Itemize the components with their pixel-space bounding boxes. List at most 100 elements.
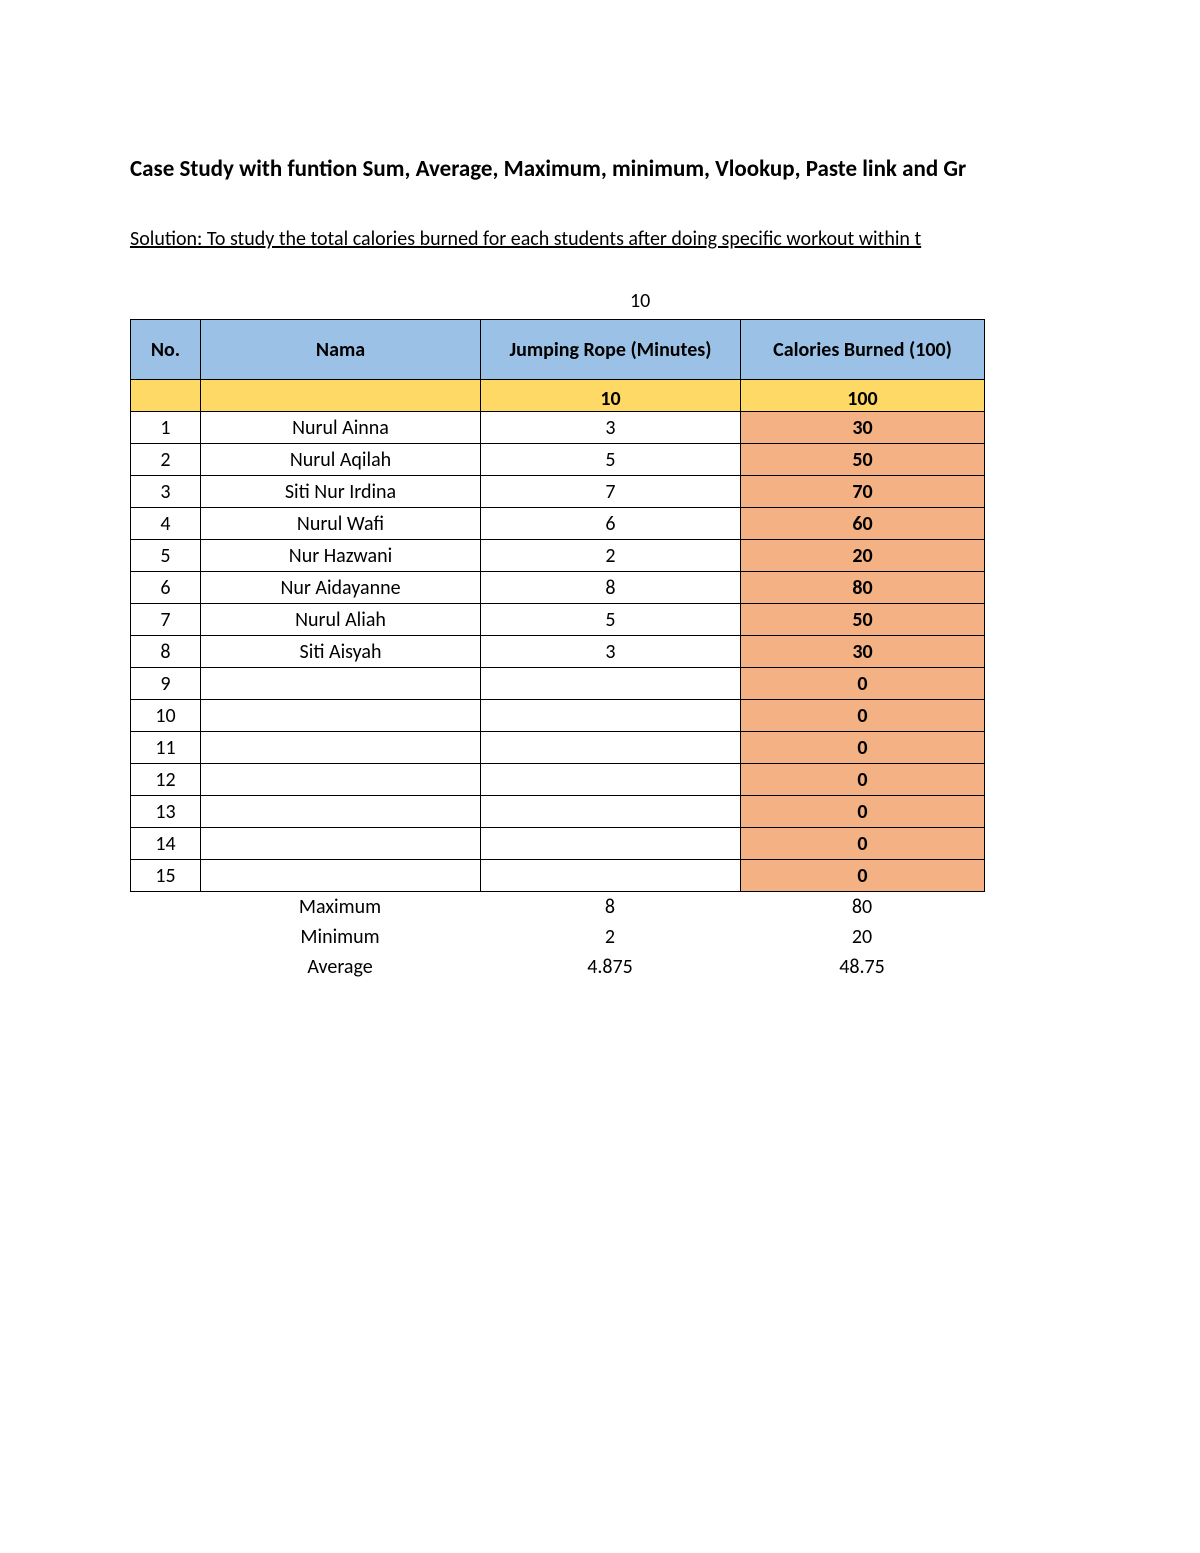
subhead-no [131, 380, 201, 412]
cell-nama [201, 732, 481, 764]
table-row: 5Nur Hazwani220 [131, 540, 985, 572]
table-row: 4Nurul Wafi660 [131, 508, 985, 540]
cell-mins [481, 732, 741, 764]
cell-nama [201, 668, 481, 700]
cell-cal: 20 [741, 540, 985, 572]
cell-no: 10 [131, 700, 201, 732]
stat-cal-min: 20 [740, 922, 984, 952]
stat-row-min: Minimum 2 20 [130, 922, 984, 952]
cell-nama [201, 764, 481, 796]
cell-no: 9 [131, 668, 201, 700]
stat-label-min: Minimum [200, 922, 480, 952]
subheader-row: 10 100 [131, 380, 985, 412]
cell-no: 15 [131, 860, 201, 892]
cell-cal: 0 [741, 764, 985, 796]
cell-mins: 5 [481, 444, 741, 476]
table-row: 90 [131, 668, 985, 700]
cell-mins [481, 764, 741, 796]
header-mins: Jumping Rope (Minutes) [481, 320, 741, 380]
cell-cal: 0 [741, 860, 985, 892]
cell-cal: 50 [741, 604, 985, 636]
table-row: 12 0 [131, 764, 985, 796]
cell-mins [481, 668, 741, 700]
stat-label-avg: Average [200, 952, 480, 982]
cell-nama: Nurul Aliah [201, 604, 481, 636]
stats-table: Maximum 8 80 Minimum 2 20 Average 4.875 … [130, 892, 984, 982]
stat-label-max: Maximum [200, 892, 480, 922]
cell-nama: Siti Nur Irdina [201, 476, 481, 508]
cell-mins: 8 [481, 572, 741, 604]
cell-cal: 0 [741, 828, 985, 860]
cell-no: 1 [131, 412, 201, 444]
table-row: 14 0 [131, 828, 985, 860]
header-row: No. Nama Jumping Rope (Minutes) Calories… [131, 320, 985, 380]
cell-nama: Siti Aisyah [201, 636, 481, 668]
cell-mins [481, 700, 741, 732]
cell-nama [201, 860, 481, 892]
cell-no: 7 [131, 604, 201, 636]
table-row: 7Nurul Aliah550 [131, 604, 985, 636]
cell-cal: 50 [741, 444, 985, 476]
table-row: 10 0 [131, 700, 985, 732]
cell-cal: 0 [741, 796, 985, 828]
stat-mins-min: 2 [480, 922, 740, 952]
cell-mins [481, 860, 741, 892]
cell-no: 11 [131, 732, 201, 764]
cell-no: 8 [131, 636, 201, 668]
cell-no: 3 [131, 476, 201, 508]
cell-no: 12 [131, 764, 201, 796]
cell-cal: 0 [741, 668, 985, 700]
cell-mins: 6 [481, 508, 741, 540]
cell-no: 13 [131, 796, 201, 828]
table-row: 1Nurul Ainna330 [131, 412, 985, 444]
cell-no: 5 [131, 540, 201, 572]
stat-cal-max: 80 [740, 892, 984, 922]
table-row: 2Nurul Aqilah550 [131, 444, 985, 476]
cell-nama [201, 700, 481, 732]
cell-nama: Nur Hazwani [201, 540, 481, 572]
cell-nama [201, 828, 481, 860]
cell-no: 4 [131, 508, 201, 540]
cell-mins [481, 796, 741, 828]
cell-cal: 80 [741, 572, 985, 604]
cell-mins: 7 [481, 476, 741, 508]
cell-no: 2 [131, 444, 201, 476]
cell-mins: 3 [481, 412, 741, 444]
subhead-mins: 10 [481, 380, 741, 412]
cell-cal: 30 [741, 636, 985, 668]
cell-nama: Nur Aidayanne [201, 572, 481, 604]
subhead-nama [201, 380, 481, 412]
table-row: 6Nur Aidayanne880 [131, 572, 985, 604]
data-table: No. Nama Jumping Rope (Minutes) Calories… [130, 319, 985, 892]
cell-no: 6 [131, 572, 201, 604]
header-nama: Nama [201, 320, 481, 380]
stat-cal-avg: 48.75 [740, 952, 984, 982]
subhead-cal: 100 [741, 380, 985, 412]
table-row: 13 0 [131, 796, 985, 828]
cell-cal: 0 [741, 732, 985, 764]
solution-text: Solution: To study the total calories bu… [130, 227, 1090, 251]
stat-mins-max: 8 [480, 892, 740, 922]
cell-no: 14 [131, 828, 201, 860]
table-row: 3Siti Nur Irdina770 [131, 476, 985, 508]
table-row: 11 0 [131, 732, 985, 764]
stat-mins-avg: 4.875 [480, 952, 740, 982]
cell-mins: 5 [481, 604, 741, 636]
cell-mins [481, 828, 741, 860]
header-cal: Calories Burned (100) [741, 320, 985, 380]
cell-cal: 60 [741, 508, 985, 540]
page-title: Case Study with funtion Sum, Average, Ma… [130, 155, 1090, 183]
table-row: 8Siti Aisyah330 [131, 636, 985, 668]
cell-nama: Nurul Wafi [201, 508, 481, 540]
cell-cal: 70 [741, 476, 985, 508]
stat-row-avg: Average 4.875 48.75 [130, 952, 984, 982]
cell-mins: 3 [481, 636, 741, 668]
cell-nama: Nurul Ainna [201, 412, 481, 444]
cell-mins: 2 [481, 540, 741, 572]
header-no: No. [131, 320, 201, 380]
cell-cal: 30 [741, 412, 985, 444]
cell-cal: 0 [741, 700, 985, 732]
cell-nama: Nurul Aqilah [201, 444, 481, 476]
table-row: 15 0 [131, 860, 985, 892]
stat-row-max: Maximum 8 80 [130, 892, 984, 922]
